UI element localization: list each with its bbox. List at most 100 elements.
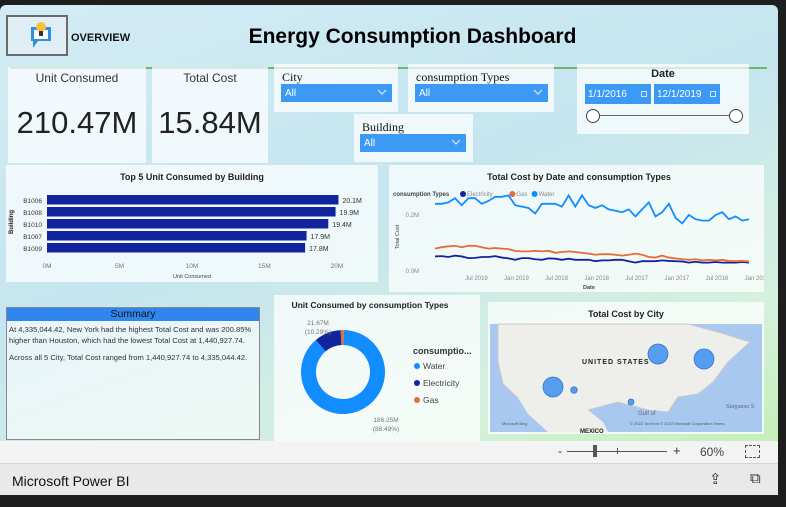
map-label: Gulf of (638, 411, 656, 417)
zoom-in-button[interactable]: + (673, 443, 681, 458)
country-label: UNITED STATES (582, 359, 650, 366)
legend-marker (531, 191, 538, 197)
map-card: Total Cost by City UNITED STATES Gulf of ME… (488, 302, 764, 435)
bar-category-label: B1007 (23, 234, 42, 241)
slicer-title: consumption Types (416, 70, 510, 84)
series-line-water (435, 193, 750, 225)
x-tick-label: Jan 2017 (664, 276, 689, 282)
summary-card: Summary At 4,335,044.42, New York had th… (6, 307, 260, 440)
city-dropdown[interactable]: All (281, 84, 392, 102)
donut-slice-electricity (315, 330, 342, 352)
date-range-track (593, 115, 737, 116)
range-start-handle[interactable] (586, 109, 600, 123)
summary-text: Across all 5 City, Total Cost ranged fro… (9, 353, 248, 362)
zoom-level: 60% (700, 445, 725, 459)
legend-label: Gas (516, 192, 527, 198)
chart-title: Unit Consumed by consumption Types (291, 300, 448, 310)
bar-data-label: 17.8M (309, 246, 329, 253)
open-external-icon[interactable]: ⧉ (750, 470, 761, 487)
page-title: Energy Consumption Dashboard (248, 25, 577, 48)
legend-label: Electricity (423, 378, 460, 388)
kpi-value: 15.84M (158, 105, 262, 140)
city-bubble (627, 398, 635, 406)
bar-category-label: B1008 (23, 210, 42, 217)
line-chart-card: Total Cost by Date and consumption Types… (389, 165, 770, 292)
y-tick-label: 0.2M (406, 213, 419, 219)
map-chart: Total Cost by City UNITED STATES Gulf of ME… (490, 309, 762, 435)
data-label: (88.49%) (373, 426, 399, 433)
bar (47, 219, 329, 229)
bar (47, 243, 306, 253)
legend-marker (509, 191, 516, 197)
calendar-icon (641, 91, 647, 97)
end-date-value: 12/1/2019 (657, 89, 702, 100)
start-date-input[interactable]: 1/1/2016 (585, 84, 651, 104)
y-tick-label: 0.0M (406, 269, 419, 275)
report-canvas: OVERVIEW Energy Consumption Dashboard Un… (0, 5, 778, 441)
slicer-title: Building (362, 120, 405, 134)
x-tick-label: 20M (331, 263, 344, 270)
building-dropdown[interactable]: All (360, 134, 466, 152)
city-bubble (542, 376, 564, 398)
overview-label: OVERVIEW (71, 32, 131, 44)
bar-data-label: 17.9M (311, 234, 331, 241)
legend-marker (414, 380, 420, 386)
types-dropdown[interactable]: All (415, 84, 548, 102)
bar-category-label: B1006 (23, 198, 42, 205)
map-label: Sargasso S (726, 404, 755, 410)
x-tick-label: 15M (258, 263, 271, 270)
bar-data-label: 19.4M (332, 222, 352, 229)
x-tick-label: 0M (42, 263, 51, 270)
fit-to-page-icon[interactable] (745, 445, 760, 458)
summary-text: At 4,335,044.42, New York had the highes… (9, 325, 252, 345)
summary-title: Summary (7, 308, 259, 321)
overview-nav-button[interactable] (6, 15, 68, 56)
bar-data-label: 19.9M (340, 210, 360, 217)
x-tick-label: 10M (186, 263, 199, 270)
data-label: 21.67M (307, 320, 329, 327)
calendar-icon (710, 91, 716, 97)
zoom-slider-handle[interactable] (593, 445, 597, 457)
legend-label: Electricity (467, 192, 493, 198)
slicer-title: Date (651, 68, 675, 80)
range-end-handle[interactable] (729, 109, 743, 123)
x-tick-label: Jul 2016 (706, 276, 729, 282)
map-label: MEXICO (580, 429, 604, 434)
legend-title: consumptio... (413, 346, 472, 356)
legend-marker (414, 397, 420, 403)
map-attribution: Microsoft Bing (502, 421, 527, 426)
bar (47, 231, 307, 241)
series-line-electricity (434, 254, 750, 264)
zoom-bar: - + 60% (0, 441, 778, 463)
line-chart: Total Cost by Date and consumption Types… (393, 172, 770, 291)
city-bubble (693, 348, 715, 370)
zoom-tick (617, 448, 618, 454)
y-axis-title: Building (9, 210, 15, 234)
x-axis-title: Unit Consumed (173, 274, 211, 280)
start-date-value: 1/1/2016 (588, 89, 627, 100)
legend-label: Water (539, 192, 555, 198)
legend-label: Gas (423, 395, 439, 405)
kpi-value: 210.47M (16, 105, 138, 140)
map-land-mexico (518, 394, 608, 432)
bar-chart-card: Top 5 Unit Consumed by Building B1006 20.1… (6, 165, 378, 282)
bar (47, 195, 339, 205)
end-date-input[interactable]: 12/1/2019 (654, 84, 720, 104)
bar (47, 207, 336, 217)
building-slicer: Building All (354, 114, 473, 162)
chevron-down-icon (451, 139, 461, 145)
chevron-down-icon (377, 89, 387, 95)
donut-slice-water (301, 330, 385, 414)
x-tick-label: 5M (115, 263, 124, 270)
legend-marker (460, 191, 466, 197)
legend-marker (414, 363, 420, 369)
types-slicer: consumption Types All (408, 64, 554, 112)
bar-category-label: B1009 (23, 246, 42, 253)
lightbulb-speech-icon (31, 22, 51, 48)
zoom-out-button[interactable]: - (558, 444, 562, 458)
bar-data-label: 20.1M (342, 198, 362, 205)
city-bubble (647, 343, 669, 365)
x-axis-title: Date (583, 285, 595, 291)
share-icon[interactable]: ⇪ (709, 471, 722, 488)
app-name: Microsoft Power BI (12, 473, 130, 489)
